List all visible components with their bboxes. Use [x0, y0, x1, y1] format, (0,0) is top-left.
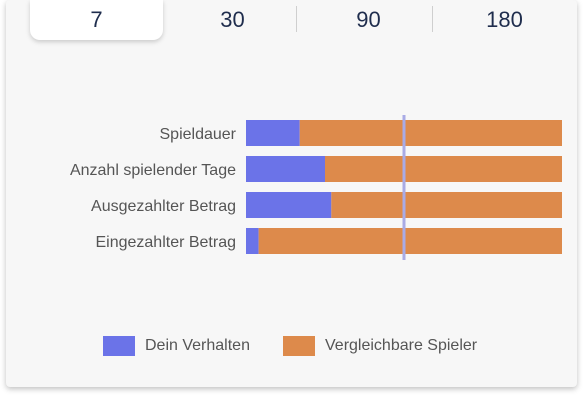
bar-segment-comparable[interactable] — [331, 192, 562, 218]
tab-90-days[interactable]: 90 — [356, 7, 381, 32]
period-tabs: 7 30 90 180 — [30, 0, 573, 42]
bar-segment-comparable[interactable] — [325, 156, 562, 182]
bar-segment-yours[interactable] — [246, 228, 259, 254]
bar-segment-yours[interactable] — [246, 156, 325, 182]
tab-180-days[interactable]: 180 — [486, 7, 523, 32]
tab-30-days[interactable]: 30 — [220, 7, 245, 32]
tab-7-days[interactable]: 7 — [30, 0, 163, 40]
legend-label-comparable: Vergleichbare Spieler — [325, 337, 478, 354]
tab-divider — [296, 6, 297, 32]
chart-legend: Dein Verhalten Vergleichbare Spieler — [0, 336, 585, 360]
bar-segment-yours[interactable] — [246, 120, 300, 146]
legend-item-yours: Dein Verhalten — [103, 336, 250, 356]
category-label: Ausgezahlter Betrag — [91, 198, 236, 215]
legend-swatch-comparable — [283, 336, 315, 356]
bar-segment-comparable[interactable] — [299, 120, 562, 146]
bar-segment-comparable[interactable] — [258, 228, 562, 254]
tab-divider — [432, 6, 433, 32]
legend-item-comparable: Vergleichbare Spieler — [283, 336, 477, 356]
legend-label-yours: Dein Verhalten — [145, 337, 250, 354]
category-label: Eingezahlter Betrag — [95, 234, 236, 251]
bar-segment-yours[interactable] — [246, 192, 332, 218]
category-label: Spieldauer — [160, 126, 237, 143]
category-label: Anzahl spielender Tage — [70, 162, 236, 179]
legend-swatch-yours — [103, 336, 135, 356]
